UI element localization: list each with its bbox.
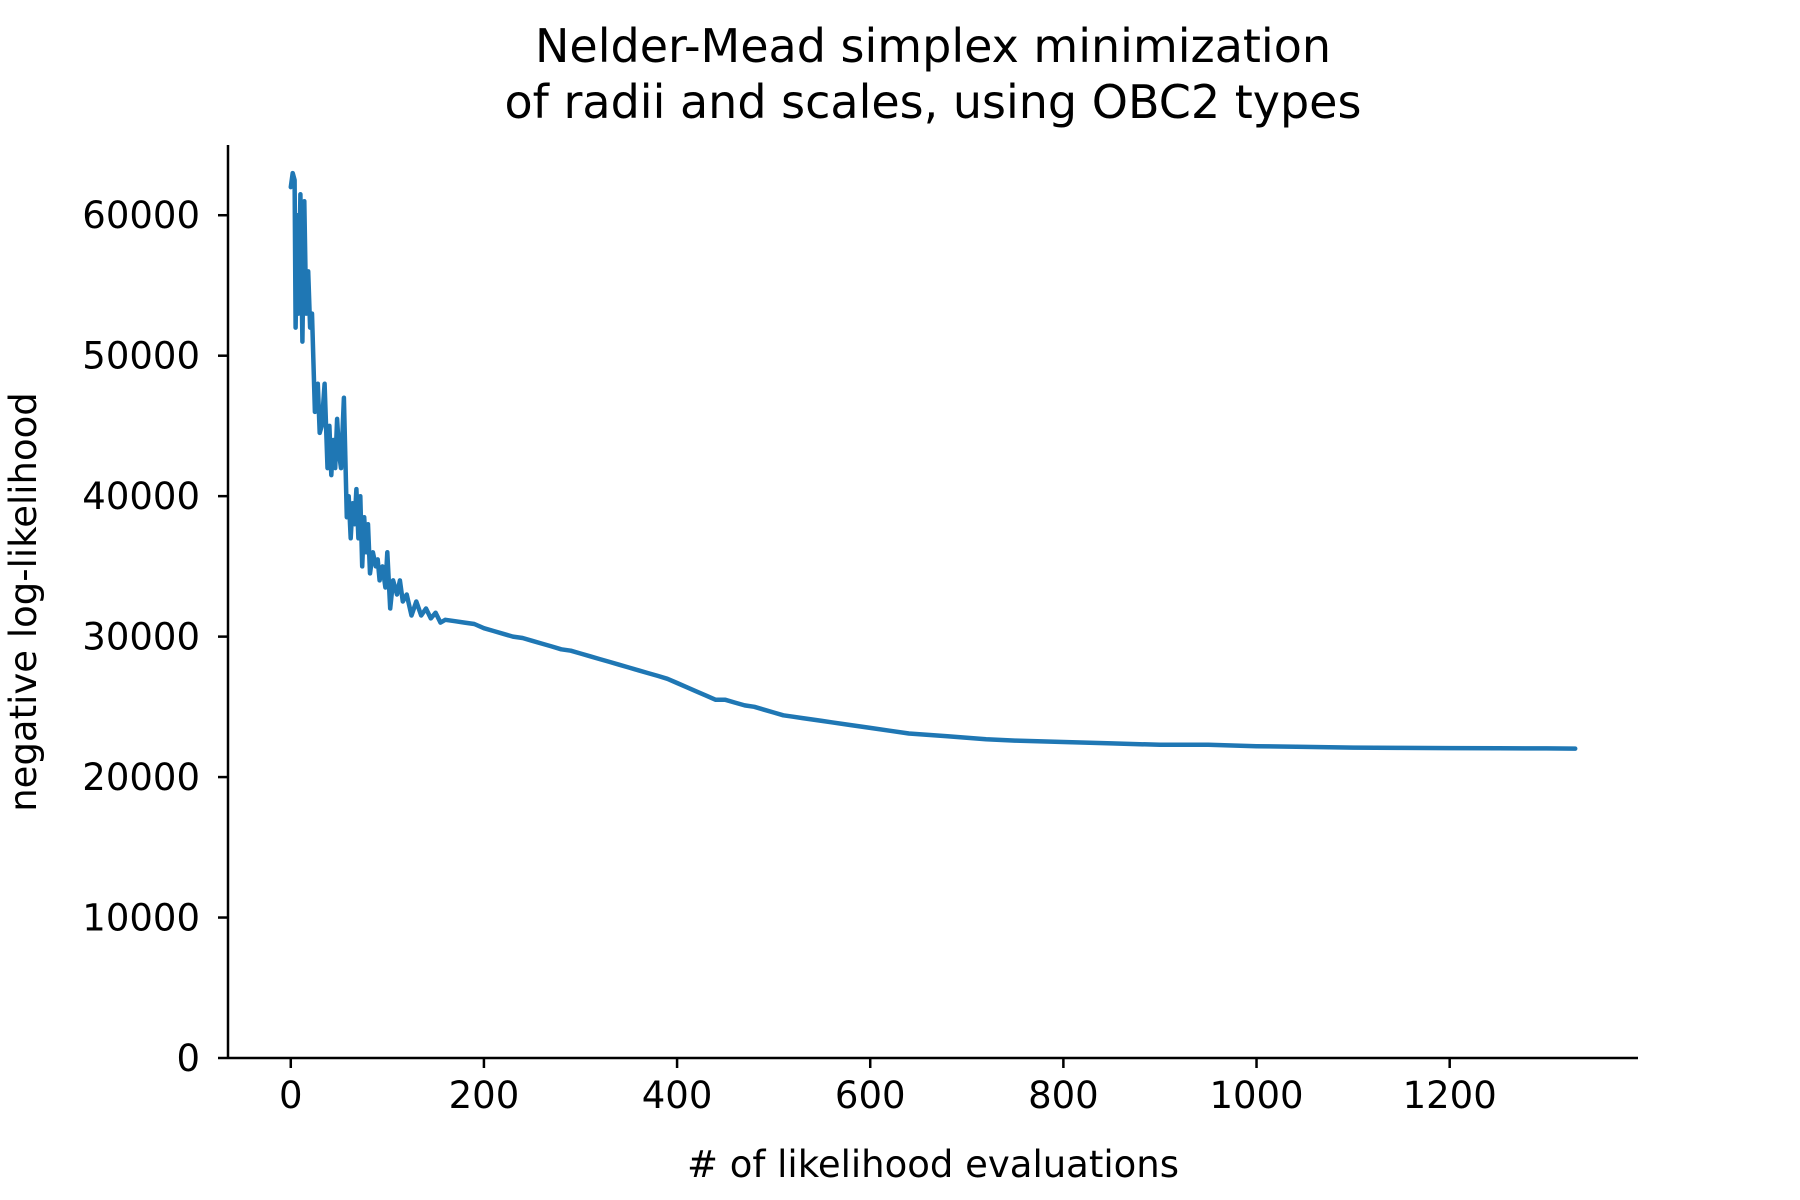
y-axis-label: negative log-likelihood	[2, 392, 45, 812]
series-line	[288, 170, 1578, 751]
chart-title-line-2: of radii and scales, using OBC2 types	[505, 75, 1362, 129]
y-tick-label: 50000	[82, 335, 200, 378]
x-axis-ticks: 0 200 400 600 800 1000 1200	[279, 1058, 1497, 1117]
x-tick-label: 200	[449, 1074, 520, 1117]
y-tick-label: 60000	[82, 194, 200, 237]
series-group	[288, 170, 1578, 751]
x-tick-label: 400	[642, 1074, 713, 1117]
x-tick-label: 1000	[1209, 1074, 1303, 1117]
y-tick-label: 30000	[82, 616, 200, 659]
y-tick-label: 20000	[82, 756, 200, 799]
y-tick-label: 40000	[82, 475, 200, 518]
x-tick-label: 1200	[1403, 1074, 1497, 1117]
x-tick-label: 800	[1028, 1074, 1099, 1117]
y-axis-ticks: 0 10000 20000 30000 40000 50000 60000	[82, 194, 228, 1080]
chart-title-line-1: Nelder-Mead simplex minimization	[535, 19, 1331, 73]
x-axis-label: # of likelihood evaluations	[687, 1143, 1179, 1186]
x-tick-label: 600	[835, 1074, 906, 1117]
x-tick-label: 0	[279, 1074, 303, 1117]
y-tick-label: 10000	[82, 897, 200, 940]
y-tick-label: 0	[176, 1037, 200, 1080]
